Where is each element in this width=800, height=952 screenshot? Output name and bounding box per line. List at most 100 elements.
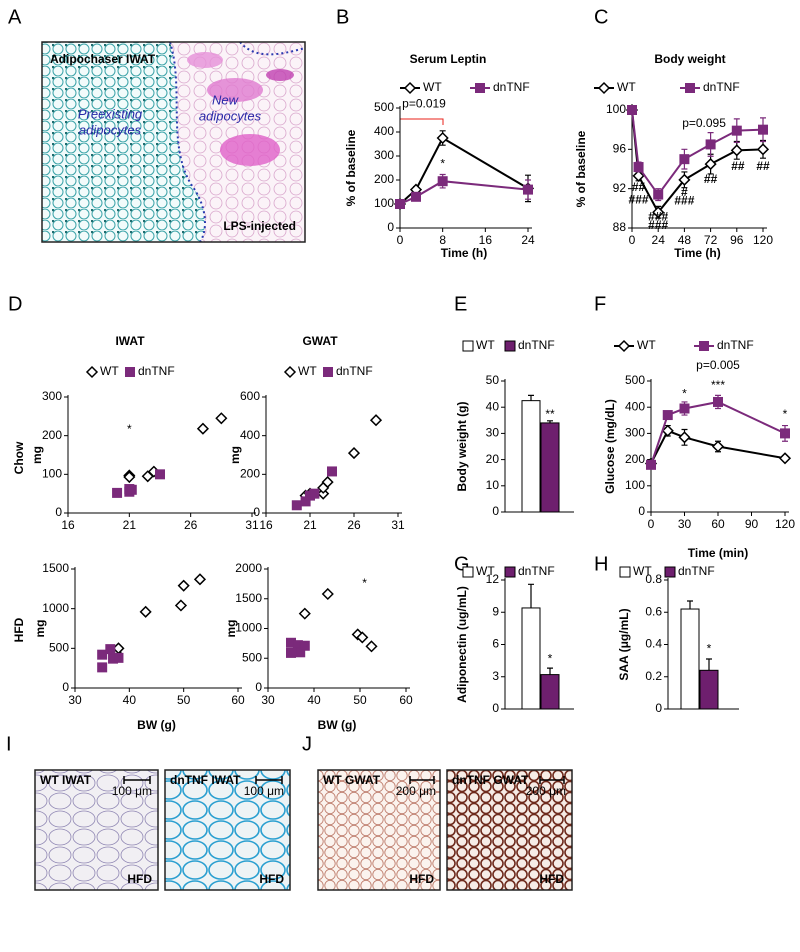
- legend-marker: [617, 339, 631, 353]
- chart-title: Body weight: [654, 52, 725, 66]
- marker: [112, 487, 123, 498]
- y-axis-label: mg: [30, 446, 44, 464]
- image-title: WT GWAT: [323, 773, 381, 787]
- x-tick-label: 24: [521, 233, 535, 247]
- marker: [678, 173, 691, 186]
- chart-title: IWAT: [115, 334, 145, 348]
- y-tick-label: 100: [606, 102, 626, 116]
- significance-bracket: [399, 118, 444, 125]
- marker: [123, 470, 136, 484]
- marker: [395, 199, 405, 209]
- annotation: *: [127, 422, 132, 436]
- legend-label: WT: [637, 338, 656, 352]
- y-tick-label: 200: [42, 428, 62, 442]
- legend-label: WT: [617, 80, 636, 94]
- panel-letter: J: [302, 733, 312, 755]
- x-tick-label: 40: [307, 693, 321, 707]
- scale-bar: [123, 776, 151, 784]
- x-axis-label: Time (min): [688, 546, 748, 560]
- scale-label: 200 μm: [526, 784, 566, 798]
- x-tick-label: 8: [439, 233, 446, 247]
- marker: [113, 652, 124, 663]
- micrograph: [41, 41, 306, 243]
- micrograph: [34, 769, 159, 891]
- x-tick-label: 50: [353, 693, 367, 707]
- marker: [704, 158, 717, 171]
- panel-letter: I: [6, 733, 12, 755]
- scale-bar: [255, 776, 283, 784]
- panel-letter: B: [336, 6, 349, 28]
- y-tick-label: 40: [486, 399, 500, 413]
- legend-label: dnTNF: [493, 80, 530, 94]
- annotation: *: [548, 652, 553, 666]
- y-tick-label: 0.8: [645, 572, 662, 586]
- legend-marker: [85, 365, 99, 379]
- y-tick-label: 0: [253, 505, 260, 519]
- diet-label: HFD: [539, 872, 564, 886]
- legend-swatch: [504, 566, 516, 578]
- marker: [369, 414, 383, 427]
- image-title: Adipochaser IWAT: [50, 52, 156, 66]
- marker: [627, 105, 637, 115]
- legend-marker: [475, 83, 485, 93]
- y-tick-label: 200: [625, 452, 645, 466]
- row-label: HFD: [12, 617, 26, 642]
- x-tick-label: 26: [184, 518, 198, 532]
- micrograph: [164, 769, 291, 891]
- y-tick-label: 1500: [42, 561, 69, 575]
- y-tick-label: 100: [374, 196, 394, 210]
- y-tick-label: 92: [613, 181, 627, 195]
- x-tick-label: 0: [397, 233, 404, 247]
- y-axis-label: SAA (μg/mL): [617, 608, 631, 680]
- x-tick-label: 40: [123, 693, 137, 707]
- annotation: ###: [629, 193, 649, 207]
- marker: [758, 124, 768, 135]
- bar: [699, 669, 719, 710]
- y-tick-label: 20: [486, 452, 500, 466]
- legend-marker: [125, 367, 135, 377]
- panel-letter: F: [594, 293, 606, 315]
- x-tick-label: 30: [68, 693, 82, 707]
- marker: [778, 452, 792, 465]
- x-tick-label: 120: [775, 517, 795, 531]
- y-tick-label: 3: [492, 669, 499, 683]
- image-note: LPS-injected: [223, 219, 296, 233]
- legend-marker: [283, 365, 297, 379]
- x-tick-label: 30: [678, 517, 692, 531]
- row-label: Chow: [12, 441, 26, 474]
- marker: [215, 412, 228, 425]
- annotation: *: [682, 386, 687, 400]
- legend-label: dnTNF: [518, 338, 555, 352]
- marker: [139, 605, 152, 618]
- x-tick-label: 30: [261, 693, 275, 707]
- scale-bar: [539, 776, 565, 784]
- y-tick-label: 200: [374, 172, 394, 186]
- legend-label: dnTNF: [678, 564, 715, 578]
- y-tick-label: 0: [492, 504, 499, 518]
- y-tick-label: 0: [655, 701, 662, 715]
- legend-swatch: [504, 340, 516, 352]
- image-title: WT IWAT: [40, 773, 92, 787]
- marker: [646, 459, 656, 470]
- annotation: p=0.019: [402, 97, 446, 111]
- y-tick-label: 400: [374, 124, 394, 138]
- y-tick-label: 0: [638, 504, 645, 518]
- y-tick-label: 500: [374, 100, 394, 114]
- x-tick-label: 0: [648, 517, 655, 531]
- annotation: **: [545, 407, 555, 421]
- marker: [411, 191, 421, 202]
- x-tick-label: 72: [704, 233, 718, 247]
- y-tick-label: 30: [486, 426, 500, 440]
- legend-label: dnTNF: [518, 564, 555, 578]
- legend-marker: [323, 367, 333, 377]
- scale-label: 100 μm: [112, 784, 152, 798]
- x-tick-label: 21: [123, 518, 137, 532]
- marker: [365, 640, 378, 653]
- marker: [291, 500, 302, 511]
- annotation: ##: [704, 172, 718, 186]
- marker: [126, 484, 137, 495]
- y-tick-label: 1000: [235, 621, 262, 635]
- bar: [540, 422, 560, 513]
- scale-bar: [409, 776, 435, 784]
